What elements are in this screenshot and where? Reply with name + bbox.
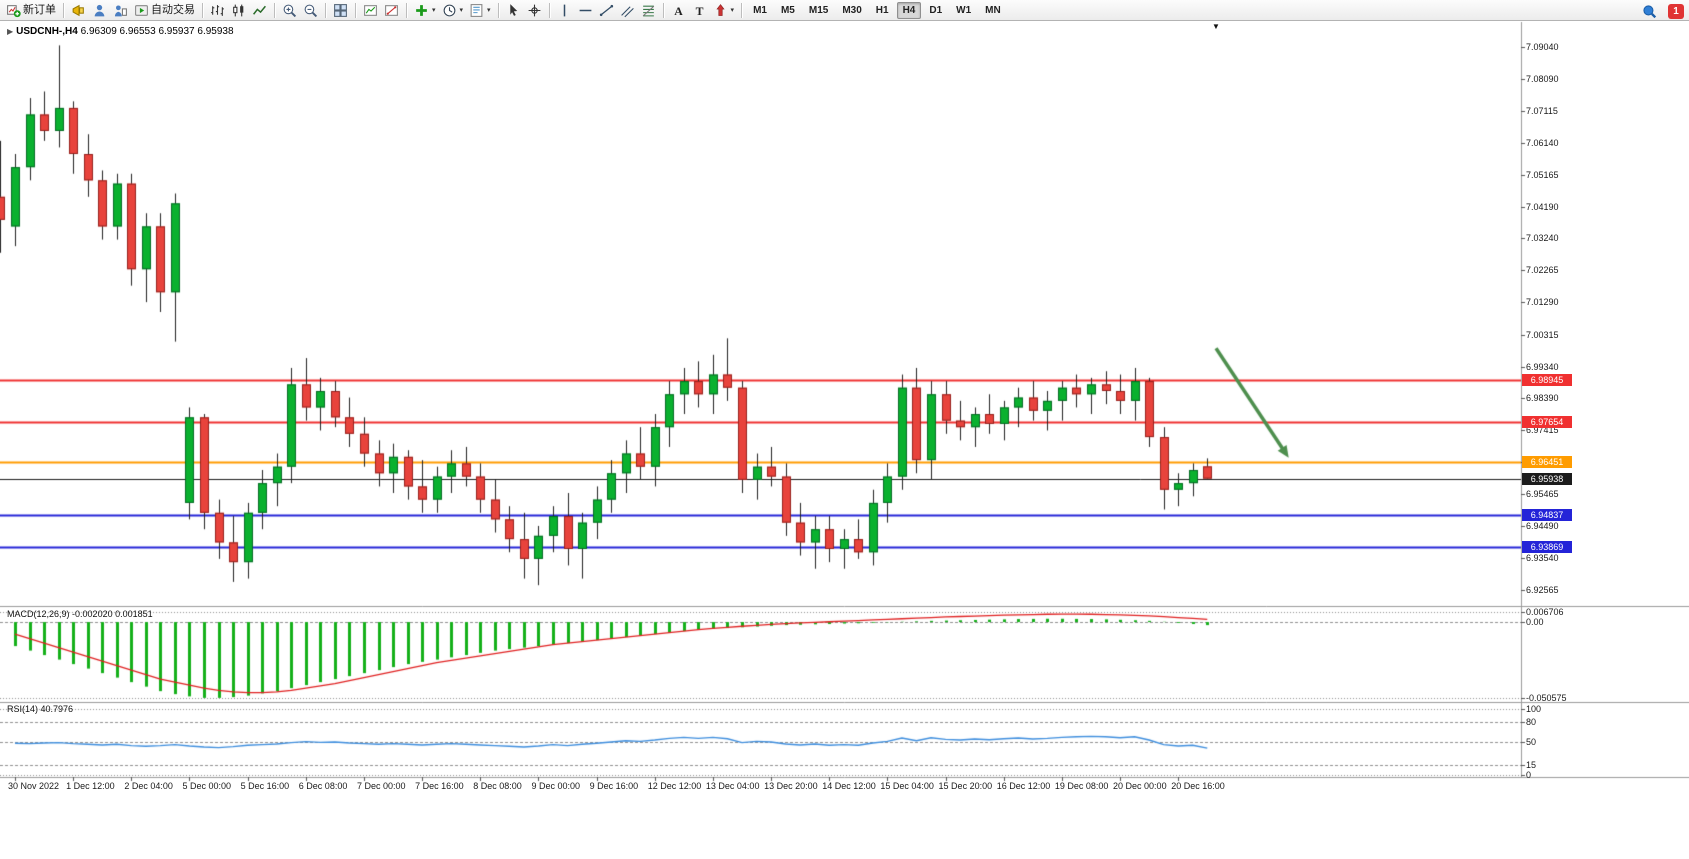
text-label-button[interactable]: T <box>689 1 710 20</box>
horizontal-line-button[interactable] <box>575 1 596 20</box>
toolbar-separator <box>662 2 664 18</box>
crosshair-icon <box>528 4 540 16</box>
dropdown-arrow-icon: ▾ <box>730 7 735 14</box>
timeframe-h1[interactable]: H1 <box>875 4 889 16</box>
candlestick-icon <box>233 4 244 16</box>
script-icon <box>114 4 127 16</box>
toolbar-separator <box>741 2 743 18</box>
chart-ohlc-values: 6.96309 6.96553 6.95937 6.95938 <box>80 26 234 37</box>
scripts-button[interactable] <box>110 1 131 20</box>
toolbar-separator <box>325 2 326 18</box>
timeframe-toolbar: M1 M5 M15 M30 H1 H4 D1 W1 MN <box>746 1 1008 19</box>
timeframe-mn[interactable]: MN <box>985 4 1001 16</box>
line-chart-button[interactable] <box>249 1 270 20</box>
periods-button[interactable]: ▾ <box>439 1 467 20</box>
tile-windows-button[interactable] <box>330 1 351 20</box>
toolbar-separator <box>202 2 203 18</box>
cursor-button[interactable] <box>503 1 524 20</box>
macd-indicator-label: MACD(12,26,9) -0.002020 0.001851 <box>7 609 153 619</box>
autotrading-icon <box>135 4 148 16</box>
search-icon <box>1643 5 1657 19</box>
toolbar-separator <box>274 2 275 18</box>
toolbar-right: 1 <box>1639 2 1684 21</box>
indicators-button[interactable] <box>360 1 381 20</box>
hline-icon <box>579 9 591 11</box>
channel-icon <box>620 5 634 17</box>
arrows-icon <box>715 3 725 16</box>
add-indicator-button[interactable]: ▾ <box>411 1 439 20</box>
timeframe-m30[interactable]: M30 <box>842 4 862 16</box>
rsi-name: RSI(14) <box>7 704 39 714</box>
templates-icon <box>470 3 483 17</box>
macd-name: MACD(12,26,9) <box>7 609 70 619</box>
rsi-indicator-label: RSI(14) 40.7976 <box>7 704 73 714</box>
candlestick-chart-button[interactable] <box>228 1 249 20</box>
label-icon: T <box>695 4 703 17</box>
macd-values: -0.002020 0.001851 <box>72 609 153 619</box>
timeframe-m1[interactable]: M1 <box>753 4 767 16</box>
vline-icon <box>563 4 565 16</box>
toolbar-separator <box>406 2 407 18</box>
svg-text:T: T <box>695 4 703 17</box>
autotrading-button-label: 自动交易 <box>151 3 195 16</box>
zoom-out-icon <box>304 4 318 17</box>
new-order-button-label: 新订单 <box>23 3 56 16</box>
line-chart-icon <box>253 5 266 15</box>
trendline-icon <box>599 4 613 16</box>
rsi-value: 40.7976 <box>40 704 74 714</box>
crosshair-button[interactable] <box>524 1 545 20</box>
objects-list-button[interactable] <box>381 1 402 20</box>
one-click-trading-toggle[interactable]: ▶ <box>7 27 14 36</box>
chart-shift-marker[interactable]: ▼ <box>1212 22 1220 31</box>
quick-search-button[interactable] <box>1639 2 1660 21</box>
new-order-button[interactable]: 新订单 <box>3 1 59 20</box>
toolbar: 新订单 自动交易 ▾ ▾ ▾ A T ▾ M1 M5 M15 M30 H1 H4 D1 W1 MN 1 <box>0 0 1689 21</box>
chart-symbol-period: USDCNH-,H4 <box>16 26 78 37</box>
timeframe-d1[interactable]: D1 <box>929 4 943 16</box>
new-order-icon <box>7 4 21 17</box>
timeframe-m15[interactable]: M15 <box>808 4 829 16</box>
zoom-in-button[interactable] <box>279 1 300 20</box>
notifications-badge[interactable]: 1 <box>1668 4 1684 19</box>
equidistant-channel-button[interactable] <box>617 1 638 20</box>
tile-windows-icon <box>334 3 347 17</box>
timeframe-w1[interactable]: W1 <box>956 4 972 16</box>
dropdown-arrow-icon: ▾ <box>487 7 491 14</box>
objects-icon <box>385 4 398 16</box>
dropdown-arrow-icon: ▾ <box>459 7 464 14</box>
megaphone-icon <box>72 4 84 16</box>
add-indicator-icon <box>416 4 427 16</box>
templates-button[interactable]: ▾ <box>466 1 494 20</box>
indicators-icon <box>364 4 377 16</box>
svg-text:A: A <box>674 4 683 17</box>
bar-chart-icon <box>211 4 224 16</box>
toolbar-buttons: 新订单 自动交易 ▾ ▾ ▾ A T ▾ <box>3 1 737 20</box>
clock-icon <box>443 4 455 16</box>
autotrading-button[interactable]: 自动交易 <box>131 1 198 20</box>
text-icon: A <box>674 4 683 17</box>
toolbar-separator <box>63 2 64 18</box>
zoom-in-icon <box>283 4 297 17</box>
cursor-icon <box>509 3 517 16</box>
vertical-line-button[interactable] <box>554 1 575 20</box>
arrows-button[interactable]: ▾ <box>710 1 738 20</box>
timeframe-m5[interactable]: M5 <box>780 4 795 16</box>
fibonacci-icon <box>642 5 654 16</box>
text-button[interactable]: A <box>668 1 689 20</box>
timeframe-h4[interactable]: H4 <box>896 1 922 19</box>
fibonacci-button[interactable] <box>638 1 659 20</box>
bar-chart-button[interactable] <box>207 1 228 20</box>
expert-advisors-button[interactable] <box>89 1 110 20</box>
trendline-button[interactable] <box>596 1 617 20</box>
toolbar-separator <box>355 2 356 18</box>
expert-icon <box>94 4 105 16</box>
toolbar-separator <box>548 2 550 18</box>
metaeditor-button[interactable] <box>68 1 89 20</box>
dropdown-arrow-icon: ▾ <box>432 7 436 14</box>
zoom-out-button[interactable] <box>300 1 321 20</box>
chart-title: ▶ USDCNH-,H4 6.96309 6.96553 6.95937 6.95… <box>7 26 234 37</box>
toolbar-separator <box>497 2 499 18</box>
